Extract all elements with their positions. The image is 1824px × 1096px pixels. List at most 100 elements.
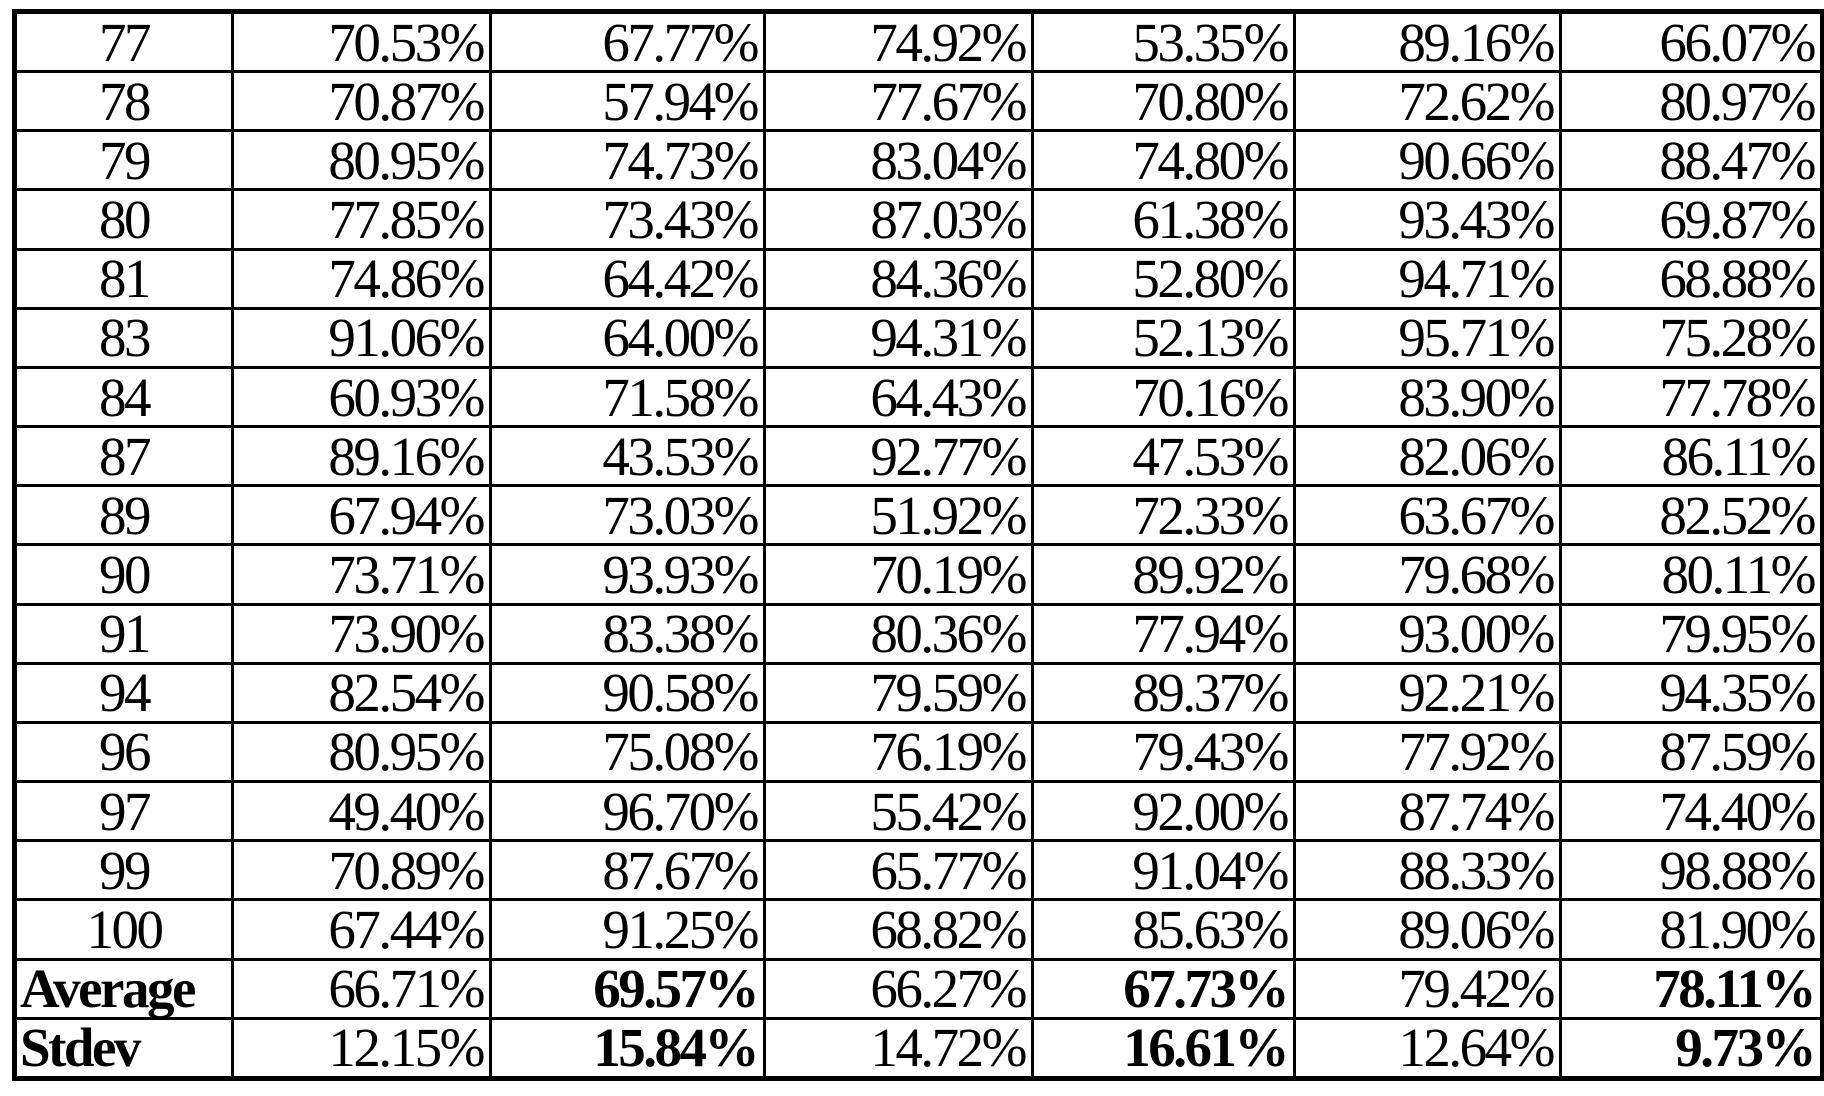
value-cell-3: 55.42% [763, 780, 1034, 843]
row-label: 80 [13, 188, 234, 251]
value-cell-3: 80.36% [763, 602, 1034, 665]
table-body: 77 70.53% 67.77% 74.92% 53.35% 89.16% 66… [13, 9, 1824, 1081]
table-row: 94 82.54% 90.58% 79.59% 89.37% 92.21% 94… [13, 661, 1824, 724]
value-cell-1: 89.16% [231, 425, 492, 488]
value-cell-6: 94.35% [1559, 661, 1824, 724]
value-cell-6: 79.95% [1559, 602, 1824, 665]
table-row: 99 70.89% 87.67% 65.77% 91.04% 88.33% 98… [13, 839, 1824, 902]
row-label: 90 [13, 543, 234, 606]
table-row: 91 73.90% 83.38% 80.36% 77.94% 93.00% 79… [13, 602, 1824, 665]
value-cell-4: 16.61% [1031, 1016, 1296, 1081]
value-cell-4: 52.13% [1031, 306, 1296, 369]
value-cell-3: 74.92% [763, 9, 1034, 74]
value-cell-1: 12.15% [231, 1016, 492, 1081]
value-cell-1: 91.06% [231, 306, 492, 369]
value-cell-5: 93.00% [1293, 602, 1562, 665]
value-cell-4: 70.80% [1031, 70, 1296, 133]
value-cell-6: 78.11% [1559, 957, 1824, 1020]
row-label: 84 [13, 365, 234, 429]
value-cell-5: 90.66% [1293, 129, 1562, 192]
value-cell-2: 91.25% [489, 898, 766, 961]
row-label: 87 [13, 425, 234, 488]
value-cell-6: 80.97% [1559, 70, 1824, 133]
value-cell-5: 83.90% [1293, 365, 1562, 429]
value-cell-6: 88.47% [1559, 129, 1824, 192]
value-cell-4: 52.80% [1031, 247, 1296, 310]
value-cell-3: 84.36% [763, 247, 1034, 310]
value-cell-2: 87.67% [489, 839, 766, 902]
value-cell-6: 98.88% [1559, 839, 1824, 902]
value-cell-5: 12.64% [1293, 1016, 1562, 1081]
value-cell-6: 69.87% [1559, 188, 1824, 251]
value-cell-6: 87.59% [1559, 720, 1824, 784]
value-cell-3: 68.82% [763, 898, 1034, 961]
value-cell-2: 96.70% [489, 780, 766, 843]
value-cell-1: 66.71% [231, 957, 492, 1020]
value-cell-2: 15.84% [489, 1016, 766, 1081]
value-cell-2: 73.03% [489, 484, 766, 547]
table-row: 77 70.53% 67.77% 74.92% 53.35% 89.16% 66… [13, 9, 1824, 74]
value-cell-6: 9.73% [1559, 1016, 1824, 1081]
value-cell-3: 94.31% [763, 306, 1034, 369]
value-cell-1: 74.86% [231, 247, 492, 310]
table-row: Stdev 12.15% 15.84% 14.72% 16.61% 12.64%… [13, 1016, 1824, 1081]
value-cell-6: 81.90% [1559, 898, 1824, 961]
value-cell-1: 80.95% [231, 720, 492, 784]
value-cell-1: 70.53% [231, 9, 492, 74]
value-cell-1: 67.44% [231, 898, 492, 961]
value-cell-3: 79.59% [763, 661, 1034, 724]
value-cell-3: 77.67% [763, 70, 1034, 133]
value-cell-4: 61.38% [1031, 188, 1296, 251]
value-cell-1: 73.71% [231, 543, 492, 606]
value-cell-2: 83.38% [489, 602, 766, 665]
table-row: 80 77.85% 73.43% 87.03% 61.38% 93.43% 69… [13, 188, 1824, 251]
row-label: Average [13, 957, 234, 1020]
value-cell-2: 64.00% [489, 306, 766, 369]
table-row: 83 91.06% 64.00% 94.31% 52.13% 95.71% 75… [13, 306, 1824, 369]
value-cell-6: 66.07% [1559, 9, 1824, 74]
value-cell-3: 83.04% [763, 129, 1034, 192]
value-cell-2: 75.08% [489, 720, 766, 784]
value-cell-5: 88.33% [1293, 839, 1562, 902]
value-cell-3: 66.27% [763, 957, 1034, 1020]
value-cell-1: 82.54% [231, 661, 492, 724]
value-cell-1: 80.95% [231, 129, 492, 192]
value-cell-2: 71.58% [489, 365, 766, 429]
value-cell-5: 63.67% [1293, 484, 1562, 547]
value-cell-3: 14.72% [763, 1016, 1034, 1081]
value-cell-5: 92.21% [1293, 661, 1562, 724]
row-label: Stdev [13, 1016, 234, 1081]
row-label: 89 [13, 484, 234, 547]
value-cell-2: 67.77% [489, 9, 766, 74]
table-row: 84 60.93% 71.58% 64.43% 70.16% 83.90% 77… [13, 365, 1824, 429]
results-table: 77 70.53% 67.77% 74.92% 53.35% 89.16% 66… [12, 9, 1824, 1081]
table-row: 90 73.71% 93.93% 70.19% 89.92% 79.68% 80… [13, 543, 1824, 606]
value-cell-4: 92.00% [1031, 780, 1296, 843]
value-cell-1: 60.93% [231, 365, 492, 429]
value-cell-2: 93.93% [489, 543, 766, 606]
value-cell-3: 65.77% [763, 839, 1034, 902]
value-cell-5: 72.62% [1293, 70, 1562, 133]
value-cell-5: 77.92% [1293, 720, 1562, 784]
value-cell-6: 77.78% [1559, 365, 1824, 429]
value-cell-6: 75.28% [1559, 306, 1824, 369]
value-cell-6: 82.52% [1559, 484, 1824, 547]
value-cell-2: 74.73% [489, 129, 766, 192]
value-cell-1: 73.90% [231, 602, 492, 665]
table-row: 87 89.16% 43.53% 92.77% 47.53% 82.06% 86… [13, 425, 1824, 488]
value-cell-6: 68.88% [1559, 247, 1824, 310]
value-cell-4: 47.53% [1031, 425, 1296, 488]
value-cell-4: 72.33% [1031, 484, 1296, 547]
value-cell-3: 76.19% [763, 720, 1034, 784]
value-cell-5: 79.68% [1293, 543, 1562, 606]
row-label: 99 [13, 839, 234, 902]
value-cell-3: 70.19% [763, 543, 1034, 606]
value-cell-2: 57.94% [489, 70, 766, 133]
row-label: 81 [13, 247, 234, 310]
row-label: 91 [13, 602, 234, 665]
value-cell-5: 82.06% [1293, 425, 1562, 488]
table-row: 79 80.95% 74.73% 83.04% 74.80% 90.66% 88… [13, 129, 1824, 192]
value-cell-5: 95.71% [1293, 306, 1562, 369]
value-cell-4: 85.63% [1031, 898, 1296, 961]
